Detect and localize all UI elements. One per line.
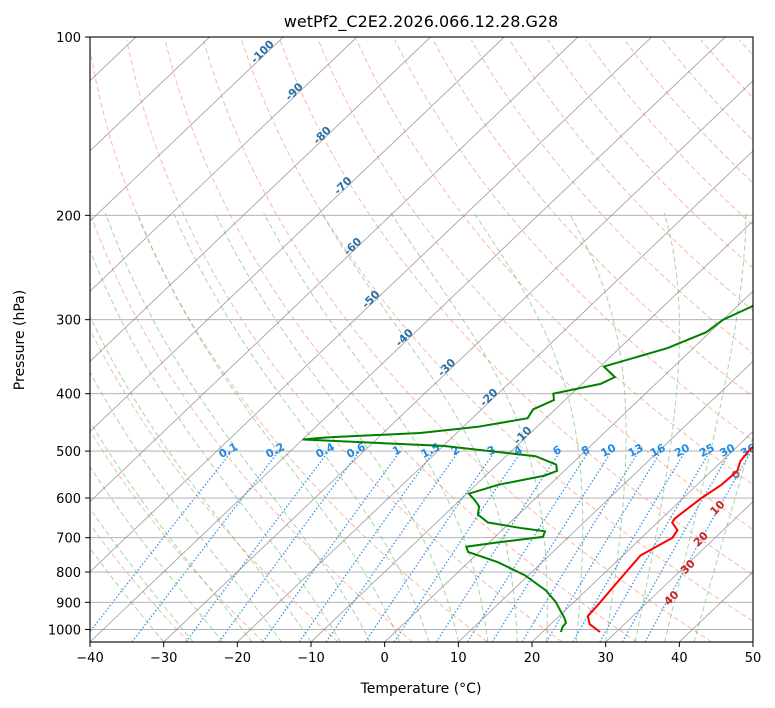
mixing-ratio-line-2 [325,451,459,642]
mixing-ratio-label: 20 [672,441,692,460]
chart-title: wetPf2_C2E2.2026.066.12.28.G28 [284,12,558,32]
isotherm--50 [90,37,652,573]
mixing-ratio-line-30 [621,451,731,642]
mixing-ratio-line-6 [435,451,561,642]
moist-adiabat--26 [90,507,194,642]
dry-adiabat-120 [509,39,753,312]
isotherm-10 [458,360,753,642]
isobars [90,37,753,630]
x-tick-label: 0 [381,651,389,666]
x-tick-label: −10 [297,651,324,666]
mixing-ratio-lines [90,451,752,642]
mixing-ratio-line-0.6 [218,451,360,642]
mixing-ratio-line-1 [262,451,401,642]
moist-adiabat-42 [693,434,753,642]
isotherm--60 [90,37,579,503]
mixing-ratio-label: 25 [697,441,717,460]
isotherm-20 [531,430,753,642]
isotherm--10 [310,220,753,642]
isotherm-0 [384,290,753,642]
dry-adiabat-60 [279,39,753,576]
isotherm--40 [90,37,726,642]
isotherm--100 [90,37,284,222]
isotherm--90 [90,37,358,292]
moist-adiabat--22 [90,465,223,642]
y-tick-label: 600 [56,492,81,507]
moist-adiabat-34 [634,212,680,642]
x-tick-label: 20 [524,651,541,666]
dewpoint-series-line [302,304,753,633]
x-tick-label: 10 [450,651,467,666]
mixing-ratio-line-0.2 [131,451,279,642]
dry-adiabat-0 [90,211,414,642]
mixing-ratio-line-25 [599,451,711,642]
mixing-ratio-label: 10 [599,441,619,460]
moist-adiabats [90,212,753,642]
dry-adiabat-70 [317,39,753,531]
isotherm--110 [90,37,210,152]
x-tick-label: 30 [597,651,614,666]
y-tick-label: 1000 [48,623,81,638]
dry-adiabat--10 [90,328,339,642]
mixing-ratio-line-0.4 [185,451,329,642]
temperature-series-line [586,445,753,633]
y-tick-label: 200 [56,209,81,224]
mixing-ratio-label: 36 [738,441,758,460]
dry-adiabat-80 [356,39,753,486]
dry-adiabat-90 [394,39,753,442]
mixing-ratio-line-36 [644,451,752,642]
mixing-ratio-line-13 [521,451,640,642]
moist-adiabat--30 [90,547,165,642]
isotherm-30 [605,501,753,642]
x-axis: −40 −30 −20 −10 0 10 20 30 40 50 [76,642,761,666]
x-tick-label: −40 [76,651,103,666]
x-axis-label: Temperature (°C) [360,681,482,697]
mixing-ratio-label: 13 [626,441,646,460]
mixing-ratio-line-8 [466,451,590,642]
x-tick-label: −30 [150,651,177,666]
dry-adiabat-110 [470,39,753,355]
moist-adiabat--10 [90,315,312,642]
y-tick-label: 700 [56,532,81,547]
y-tick-label: 400 [56,388,81,403]
moist-adiabat-18 [320,212,518,642]
isotherm--30 [163,80,753,642]
isotherms [90,37,753,642]
dry-adiabat--30 [90,523,190,642]
x-tick-label: −20 [224,651,251,666]
y-tick-label: 800 [56,566,81,581]
dry-adiabat--20 [90,429,264,642]
moist-adiabat-2 [136,212,400,642]
mixing-ratio-line-1.5 [298,451,435,642]
mixing-ratio-line-10 [491,451,612,642]
mixing-ratio-line-4 [393,451,522,642]
x-tick-label: 50 [745,651,762,666]
isotherm--70 [90,37,505,433]
dry-adiabat-40 [202,39,712,642]
moist-adiabat-38 [664,212,747,642]
moist-adiabat--2 [104,212,371,642]
isotherm--80 [90,37,431,362]
isotherm--20 [237,150,753,642]
x-tick-label: 40 [671,651,688,666]
y-axis-label: Pressure (hPa) [12,290,28,390]
y-tick-label: 100 [56,31,81,46]
y-tick-label: 300 [56,314,81,329]
moist-adiabat-10 [214,212,459,642]
dry-adiabat-150 [624,39,753,184]
y-tick-label: 500 [56,445,81,460]
y-tick-label: 900 [56,596,81,611]
mixing-ratio-label: 16 [648,441,668,460]
moist-adiabat--14 [90,371,282,642]
moist-adiabat-30 [568,212,627,642]
plot-frame [89,36,754,643]
moist-adiabat--18 [90,420,253,642]
dry-adiabat-20 [126,39,563,642]
mixing-ratio-label: 30 [718,441,738,460]
dry-adiabat-140 [585,39,753,226]
moist-adiabat--6 [90,248,341,642]
y-axis: 1000 900 800 700 600 500 400 300 200 100 [48,31,90,638]
